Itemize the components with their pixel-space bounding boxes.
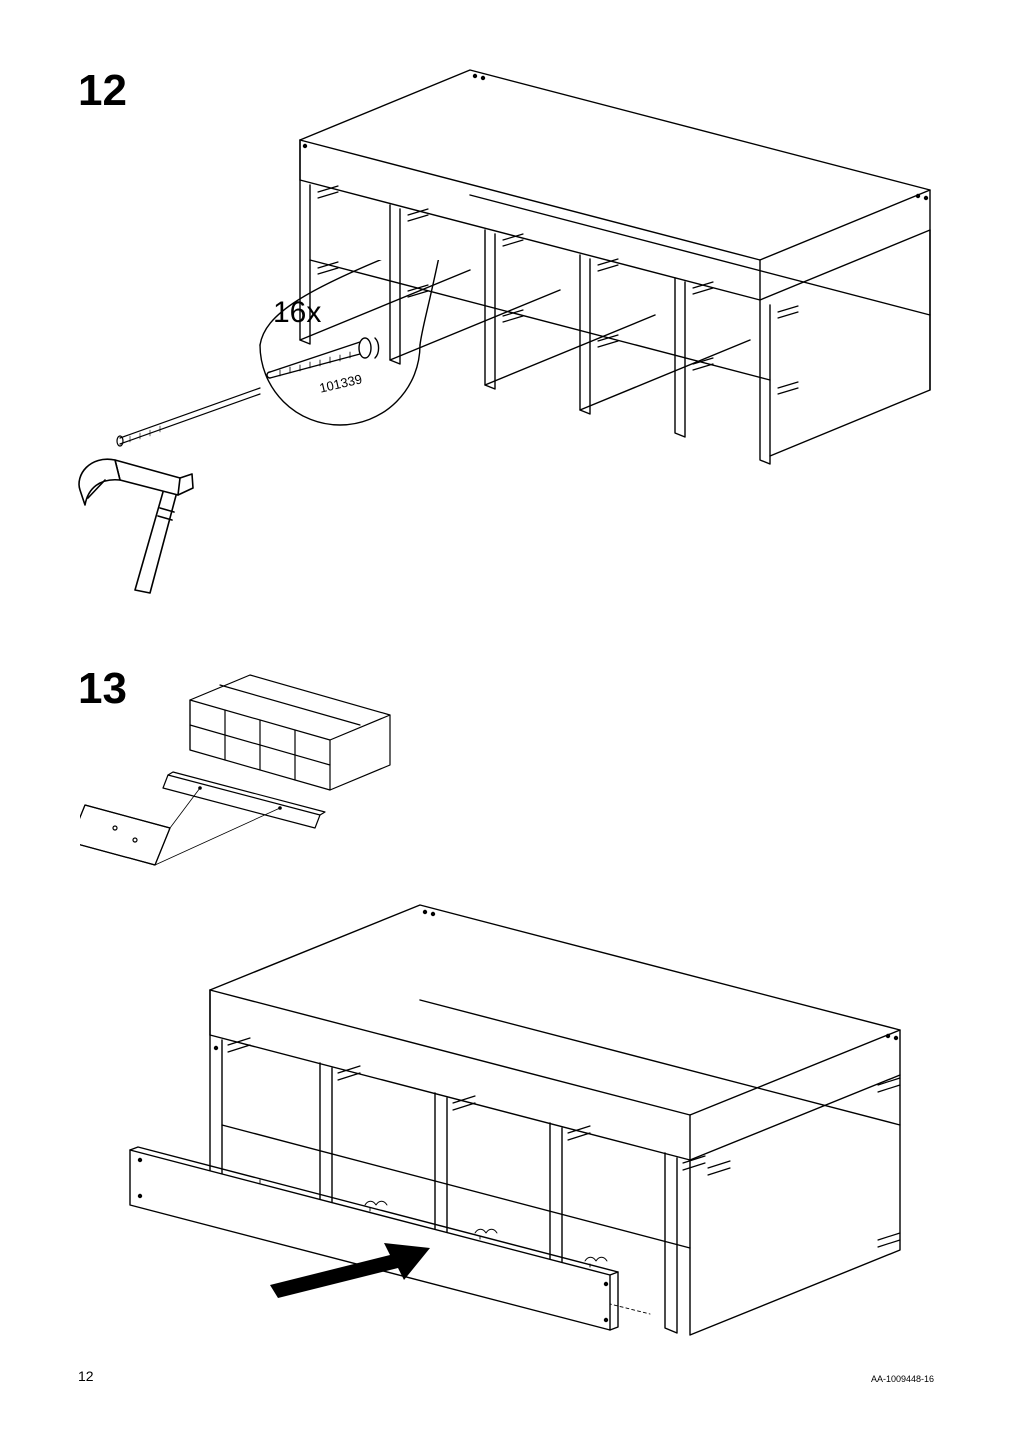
step-number-12: 12	[78, 66, 127, 116]
step13-illustration	[110, 870, 930, 1350]
dowel-qty-label: 16x	[273, 296, 321, 330]
assembly-page: 12	[0, 0, 1012, 1432]
step13-orientation	[80, 660, 400, 870]
step12-callout	[60, 260, 480, 620]
document-id: AA-1009448-16	[871, 1374, 934, 1384]
page-number: 12	[78, 1368, 94, 1384]
